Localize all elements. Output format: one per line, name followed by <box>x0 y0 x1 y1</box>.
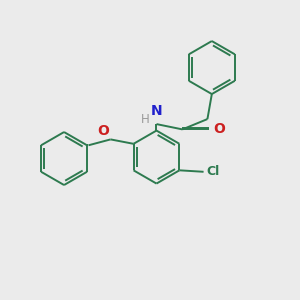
Text: O: O <box>213 122 225 136</box>
Text: Cl: Cl <box>206 165 219 178</box>
Text: N: N <box>151 103 162 118</box>
Text: O: O <box>97 124 109 138</box>
Text: H: H <box>141 113 150 126</box>
